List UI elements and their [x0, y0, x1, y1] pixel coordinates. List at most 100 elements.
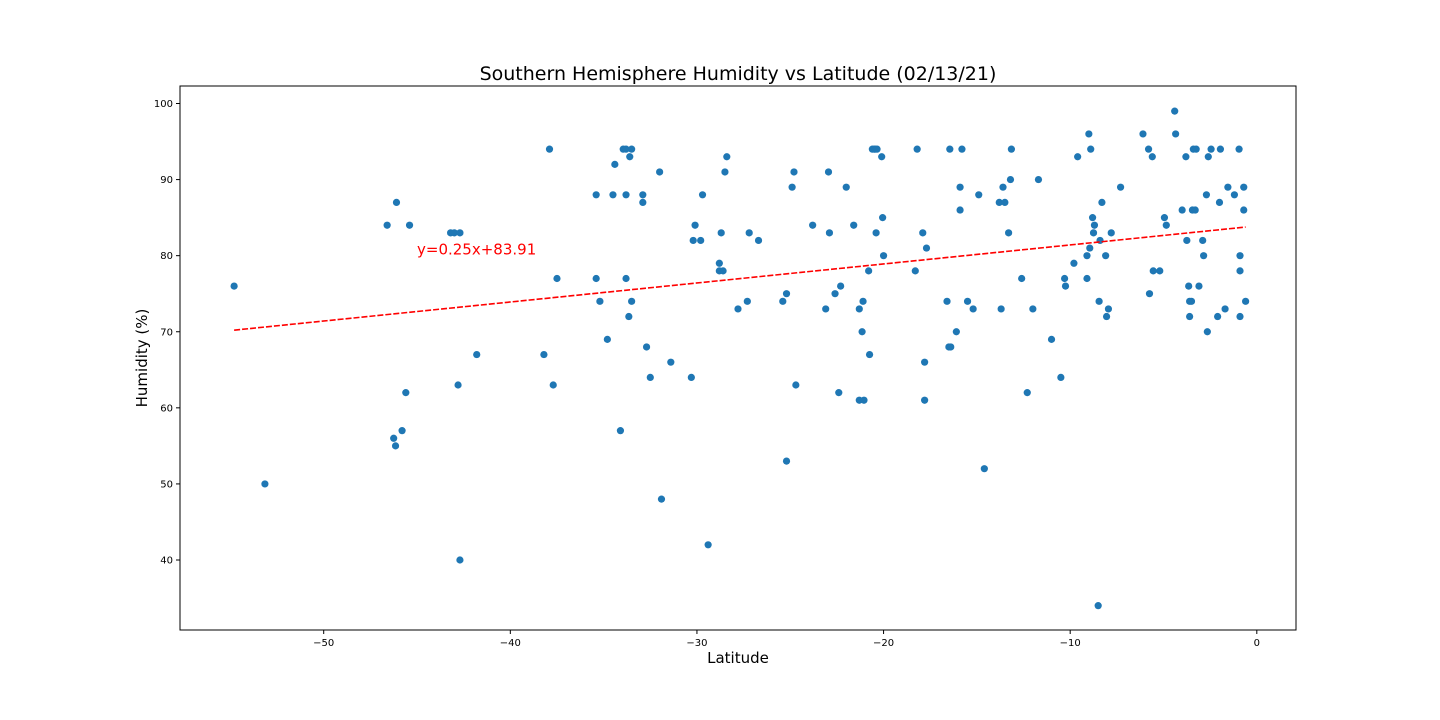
data-point	[1070, 259, 1078, 267]
data-point	[719, 267, 727, 275]
data-point	[825, 229, 834, 237]
x-axis-label: Latitude	[707, 649, 769, 667]
data-point	[1145, 290, 1154, 298]
x-tick-label: 0	[1254, 638, 1260, 649]
data-point	[1098, 198, 1106, 207]
data-point	[1060, 274, 1069, 283]
data-point	[745, 229, 753, 237]
data-point	[611, 160, 619, 168]
data-point	[1094, 602, 1102, 610]
data-point	[261, 480, 269, 488]
data-point	[865, 267, 873, 275]
x-tick-label: −20	[873, 638, 894, 649]
data-point	[790, 168, 798, 176]
data-point	[913, 145, 921, 153]
data-point	[657, 495, 666, 503]
data-point	[390, 434, 398, 442]
data-point	[1215, 198, 1224, 207]
data-point	[687, 373, 695, 381]
x-tick-label: −30	[686, 638, 707, 649]
data-point	[592, 191, 600, 199]
data-point	[704, 541, 712, 549]
data-point	[639, 198, 647, 207]
data-point	[1240, 206, 1248, 214]
y-axis-ticks: 40 50 60 70 80 90 100	[154, 99, 180, 567]
data-point	[1203, 328, 1211, 336]
data-point	[858, 328, 866, 336]
regression-line	[234, 226, 1246, 331]
data-point	[540, 350, 548, 359]
data-point	[1088, 214, 1097, 222]
plot-frame	[179, 85, 1297, 631]
data-point	[1085, 130, 1093, 138]
data-point	[1171, 107, 1179, 115]
data-point	[963, 297, 972, 305]
points-layer	[230, 107, 1250, 610]
data-point	[947, 343, 955, 351]
data-point	[1083, 274, 1091, 283]
data-point	[697, 236, 705, 245]
data-point	[715, 259, 723, 267]
data-point	[1047, 335, 1056, 343]
plot-area	[180, 86, 1296, 630]
y-tick-label: 50	[160, 479, 173, 490]
data-point	[956, 183, 964, 191]
data-point	[1007, 145, 1016, 153]
data-point	[596, 297, 604, 305]
data-point	[919, 229, 927, 237]
data-point	[553, 274, 561, 283]
data-point	[1018, 274, 1026, 283]
data-point	[1104, 305, 1113, 313]
data-point	[958, 145, 966, 153]
data-point	[995, 198, 1003, 207]
data-point	[1074, 153, 1082, 161]
data-point	[1230, 191, 1239, 199]
data-point	[405, 221, 414, 229]
data-point	[1242, 297, 1250, 305]
data-point	[754, 236, 763, 245]
y-tick-label: 80	[160, 251, 173, 262]
data-point	[454, 381, 462, 389]
data-point	[625, 312, 633, 321]
y-axis-label: Humidity (%)	[133, 309, 151, 408]
data-point	[980, 465, 988, 473]
data-point	[1235, 145, 1243, 153]
data-point	[997, 305, 1005, 313]
data-point	[1236, 312, 1244, 321]
data-point	[1149, 267, 1157, 275]
y-tick-label: 70	[160, 327, 173, 338]
data-point	[859, 297, 867, 305]
data-point	[656, 168, 664, 176]
data-point	[1191, 206, 1199, 214]
data-point	[456, 229, 464, 237]
data-point	[1096, 236, 1104, 245]
data-point	[1086, 244, 1094, 252]
data-point	[1102, 252, 1110, 260]
data-point	[873, 145, 881, 153]
data-point	[1178, 206, 1186, 214]
data-point	[779, 297, 787, 305]
regression-layer	[234, 226, 1246, 331]
data-point	[1240, 183, 1248, 191]
data-point	[879, 214, 887, 222]
data-point	[549, 381, 557, 389]
data-point	[1156, 267, 1164, 275]
data-point	[809, 221, 817, 229]
data-point	[1224, 183, 1232, 191]
data-point	[391, 442, 400, 450]
data-point	[1057, 373, 1065, 381]
data-point	[743, 297, 751, 305]
data-point	[1023, 389, 1031, 397]
data-point	[1183, 236, 1191, 245]
data-point	[865, 350, 874, 359]
data-point	[1102, 312, 1111, 321]
data-point	[788, 183, 796, 191]
data-point	[473, 350, 481, 359]
data-point	[622, 191, 630, 199]
data-point	[1207, 145, 1215, 153]
data-point	[1172, 130, 1180, 138]
data-point	[855, 305, 863, 313]
data-point	[691, 221, 699, 229]
data-point	[1006, 175, 1015, 184]
